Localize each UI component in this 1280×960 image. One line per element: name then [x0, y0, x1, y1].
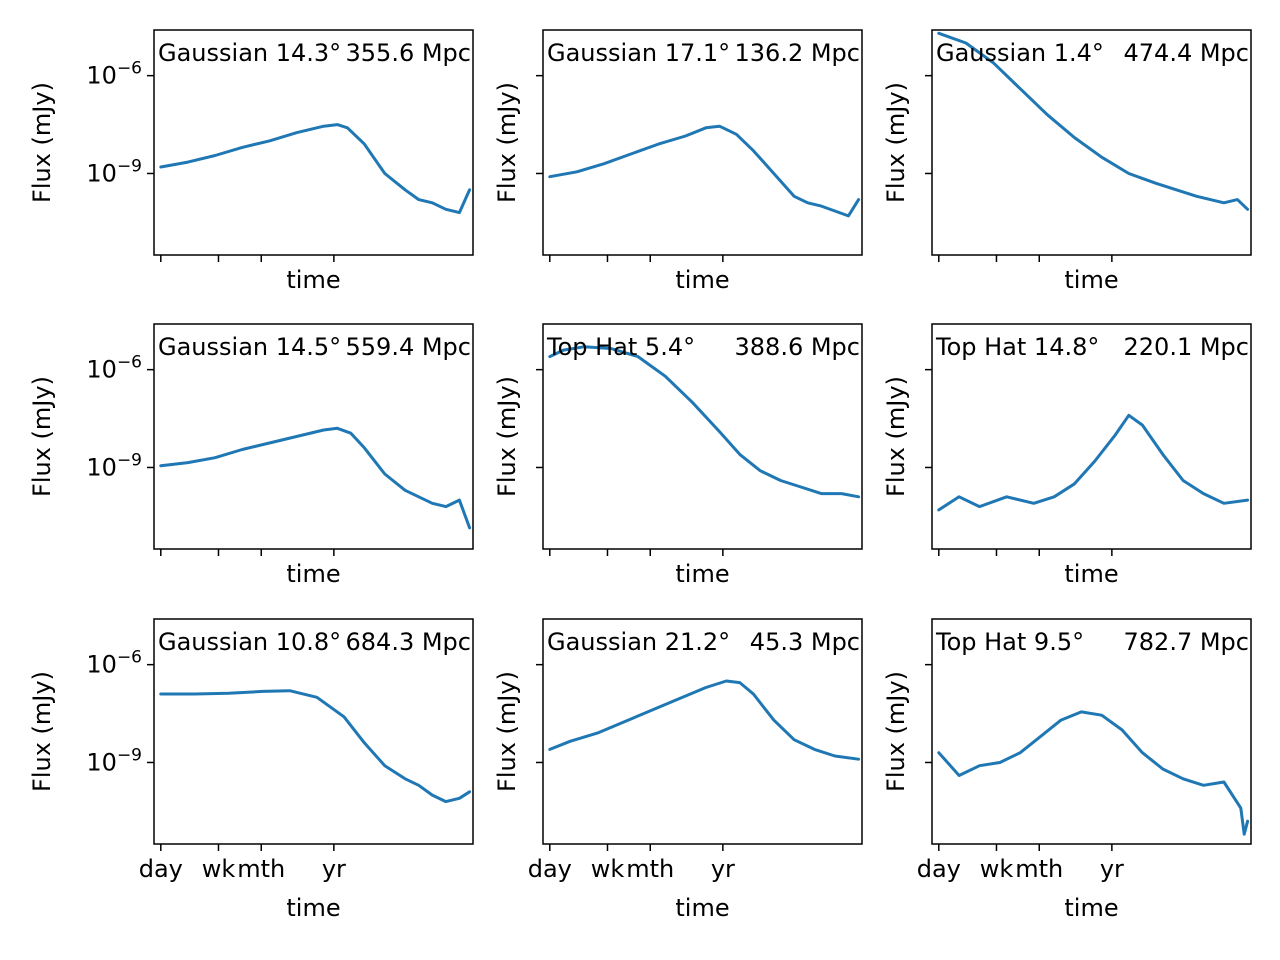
axes-frame — [153, 618, 474, 845]
y-axis-label: Flux (mJy) — [493, 376, 521, 497]
x-axis-label: time — [675, 894, 729, 922]
panel-annotation-distance: 45.3 Mpc — [750, 628, 860, 656]
panel-annotation-distance: 355.6 Mpc — [346, 39, 471, 67]
panel-1: 10−6 10−9 time Flux (mJy) Gaussian 14.3° 355.… — [28, 29, 474, 294]
x-tick-label: day — [139, 855, 183, 883]
panel-3: time Flux (mJy) Gaussian 1.4° 474.4 Mpc — [882, 29, 1252, 294]
x-tick-label: wk — [980, 855, 1014, 883]
flux-line — [937, 31, 1250, 211]
panel-annotation-distance: 559.4 Mpc — [346, 333, 471, 361]
x-tick-label: mth — [237, 855, 285, 883]
axes-frame — [542, 323, 863, 550]
x-axis-label: time — [286, 560, 340, 588]
panel-9: day wk mth yr time Flux (mJy) Top Hat 9.5° 782.… — [882, 618, 1252, 922]
x-axis-label: time — [1064, 560, 1118, 588]
panel-annotation-model: Gaussian 1.4° — [936, 39, 1104, 67]
y-tick-label: 10−9 — [86, 745, 142, 776]
panel-annotation-model: Gaussian 14.3° — [158, 39, 341, 67]
panel-annotation-distance: 220.1 Mpc — [1124, 333, 1249, 361]
panel-annotation-model: Top Hat 14.8° — [935, 333, 1099, 361]
x-axis-label: time — [675, 266, 729, 294]
panel-annotation-distance: 136.2 Mpc — [735, 39, 860, 67]
panel-5: time Flux (mJy) Top Hat 5.4° 388.6 Mpc — [493, 323, 863, 588]
y-axis-label: Flux (mJy) — [28, 671, 56, 792]
axes-frame — [931, 29, 1252, 256]
y-axis-label: Flux (mJy) — [882, 376, 910, 497]
x-tick-label: mth — [1015, 855, 1063, 883]
x-axis-label: time — [1064, 266, 1118, 294]
x-tick-label: yr — [1100, 855, 1124, 883]
y-axis-label: Flux (mJy) — [882, 82, 910, 203]
y-axis-label: Flux (mJy) — [28, 82, 56, 203]
panel-annotation-distance: 474.4 Mpc — [1124, 39, 1249, 67]
y-tick-label: 10−9 — [86, 156, 142, 187]
x-tick-label: mth — [626, 855, 674, 883]
axes-frame — [931, 618, 1252, 845]
panel-annotation-model: Gaussian 21.2° — [547, 628, 730, 656]
flux-line — [159, 689, 472, 804]
panel-annotation-distance: 782.7 Mpc — [1124, 628, 1249, 656]
x-tick-label: wk — [202, 855, 236, 883]
axes-frame — [931, 323, 1252, 550]
axes-frame — [542, 29, 863, 256]
panel-grid: 10−6 10−9 time Flux (mJy) Gaussian 14.3° 355.… — [28, 29, 1252, 922]
panel-7: day wk mth yr 10−6 10−9 time Flux (mJy) Gaussian… — [28, 618, 474, 922]
y-tick-label: 10−9 — [86, 450, 142, 481]
axes-frame — [153, 323, 474, 550]
panel-annotation-model: Gaussian 14.5° — [158, 333, 341, 361]
axes-frame — [542, 618, 863, 845]
flux-line — [548, 679, 861, 761]
panel-annotation-model: Gaussian 17.1° — [547, 39, 730, 67]
panel-4: 10−6 10−9 time Flux (mJy) Gaussian 14.5° 559.… — [28, 323, 474, 588]
y-axis-label: Flux (mJy) — [28, 376, 56, 497]
flux-line — [937, 413, 1250, 512]
y-tick-label: 10−6 — [86, 353, 142, 384]
y-axis-label: Flux (mJy) — [493, 82, 521, 203]
panel-annotation-distance: 684.3 Mpc — [346, 628, 471, 656]
panel-annotation-model: Top Hat 5.4° — [546, 333, 695, 361]
panel-2: time Flux (mJy) Gaussian 17.1° 136.2 Mpc — [493, 29, 863, 294]
x-axis-label: time — [286, 266, 340, 294]
panel-annotation-model: Gaussian 10.8° — [158, 628, 341, 656]
x-tick-label: yr — [711, 855, 735, 883]
y-axis-label: Flux (mJy) — [493, 671, 521, 792]
x-tick-label: day — [528, 855, 572, 883]
flux-line — [159, 426, 472, 530]
flux-line — [548, 345, 861, 499]
flux-line — [548, 124, 861, 218]
y-axis-label: Flux (mJy) — [882, 671, 910, 792]
flux-line — [159, 123, 472, 215]
panel-annotation-model: Top Hat 9.5° — [935, 628, 1084, 656]
y-tick-label: 10−6 — [86, 59, 142, 90]
panel-6: time Flux (mJy) Top Hat 14.8° 220.1 Mpc — [882, 323, 1252, 588]
axes-frame — [153, 29, 474, 256]
panel-annotation-distance: 388.6 Mpc — [735, 333, 860, 361]
x-axis-label: time — [286, 894, 340, 922]
flux-line — [937, 710, 1250, 836]
x-axis-label: time — [675, 560, 729, 588]
x-axis-label: time — [1064, 894, 1118, 922]
x-tick-label: day — [917, 855, 961, 883]
y-tick-label: 10−6 — [86, 648, 142, 679]
panel-8: day wk mth yr time Flux (mJy) Gaussian 21.2° 45… — [493, 618, 863, 922]
x-tick-label: wk — [591, 855, 625, 883]
x-tick-label: yr — [322, 855, 346, 883]
